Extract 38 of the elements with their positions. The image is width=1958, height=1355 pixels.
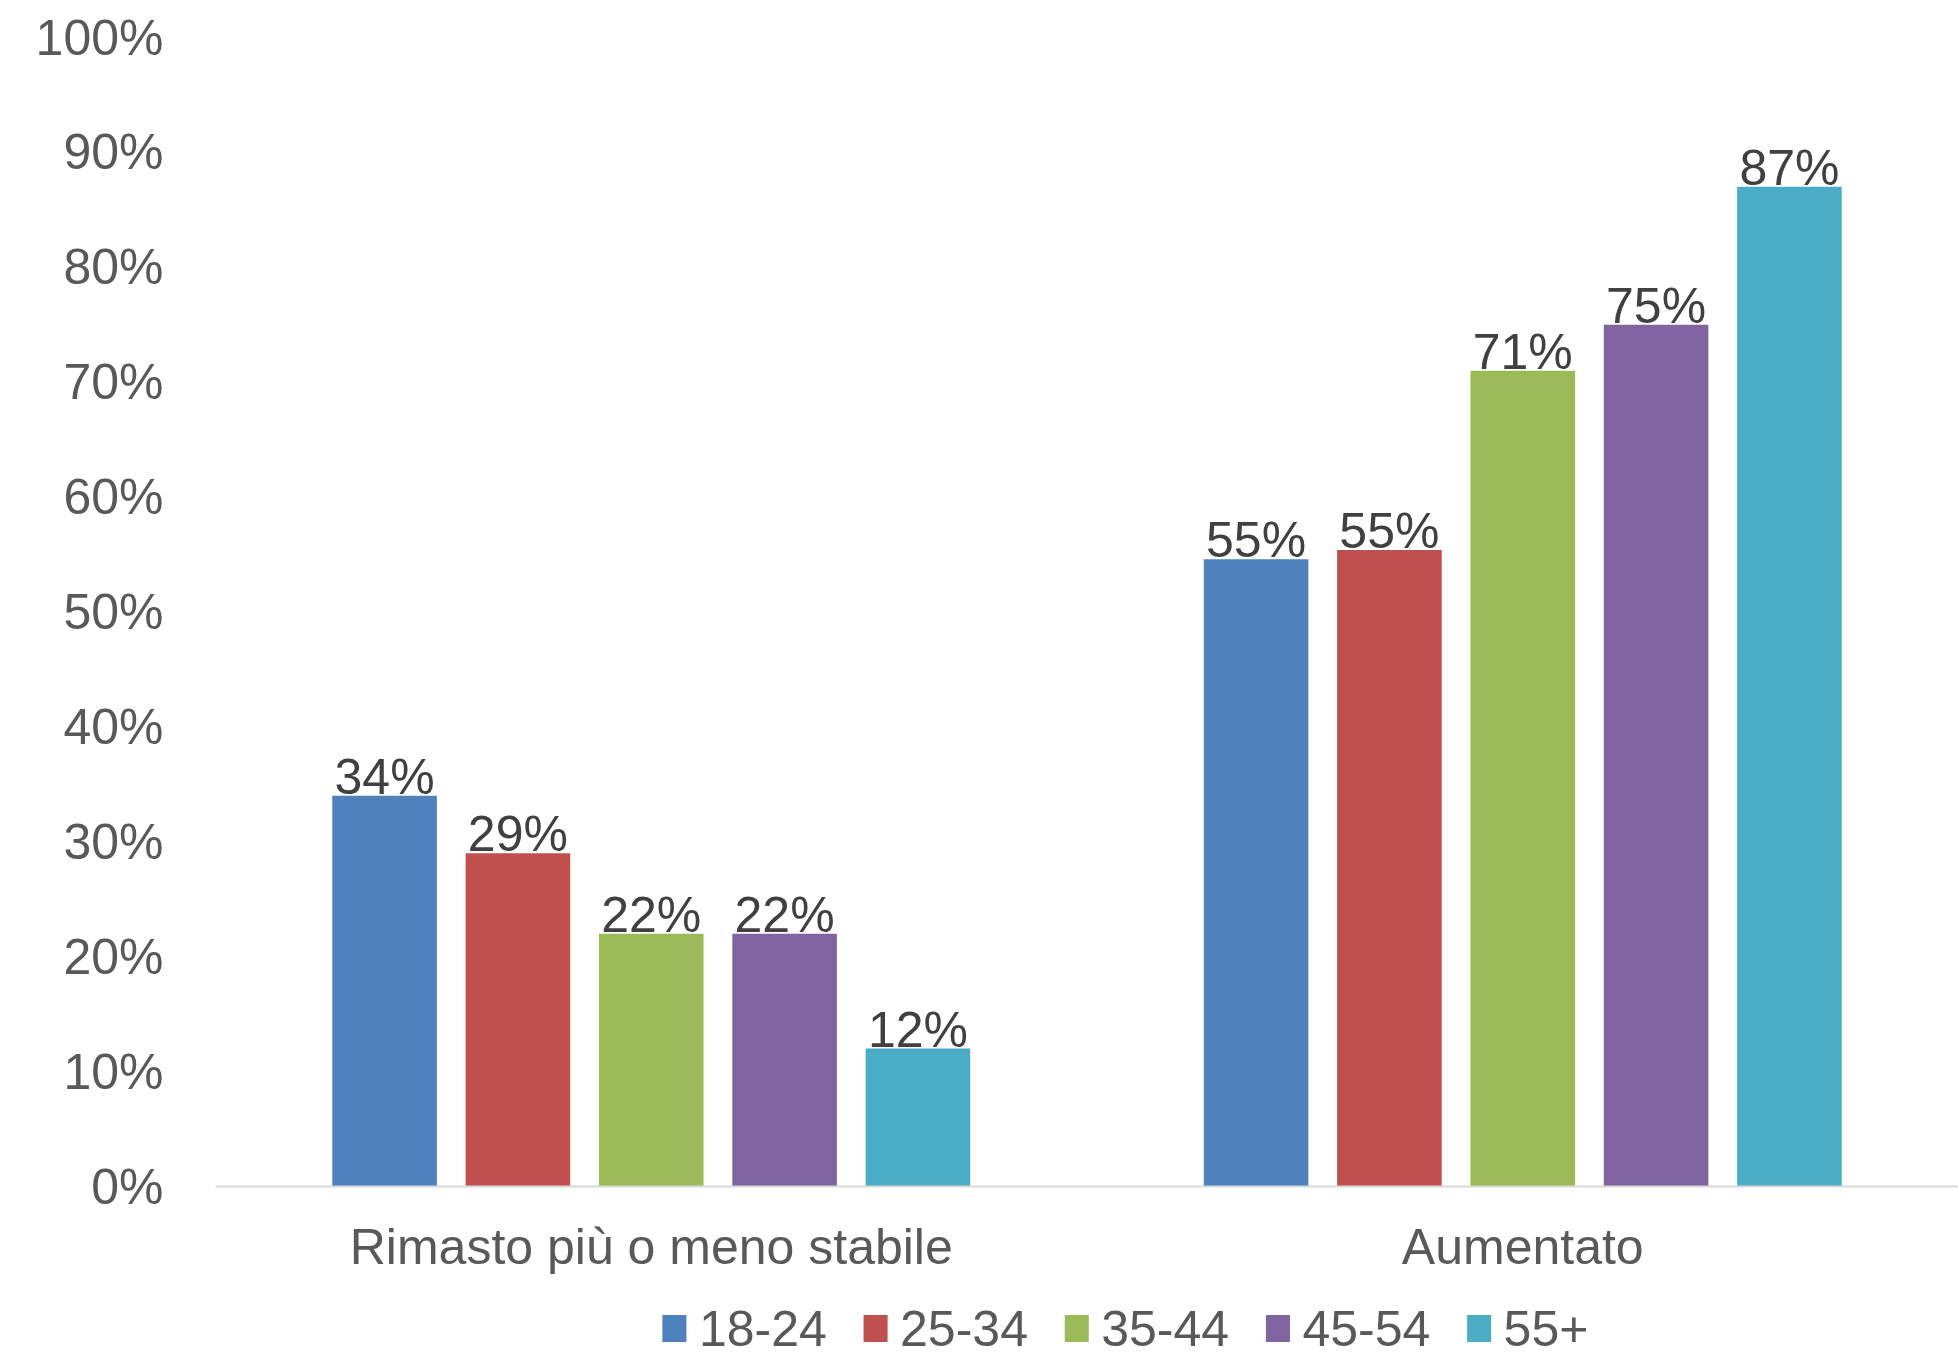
data-label: 12% bbox=[867, 1001, 968, 1058]
bar bbox=[1203, 559, 1309, 1187]
x-tick-label: Aumentato bbox=[1401, 1218, 1644, 1275]
y-tick-label: 20% bbox=[63, 928, 164, 985]
y-tick-label: 60% bbox=[63, 469, 164, 526]
y-tick-label: 50% bbox=[63, 584, 164, 640]
data-label: 29% bbox=[467, 806, 568, 863]
bar bbox=[1337, 549, 1442, 1187]
bar bbox=[332, 795, 437, 1187]
legend-label: 45-54 bbox=[1302, 1301, 1431, 1355]
bar bbox=[865, 1048, 971, 1187]
y-tick-label: 100% bbox=[35, 9, 164, 66]
data-label: 87% bbox=[1739, 139, 1840, 196]
legend-label: 35-44 bbox=[1101, 1301, 1230, 1355]
bar bbox=[1470, 370, 1576, 1187]
legend-label: 18-24 bbox=[698, 1301, 827, 1355]
y-tick-label: 10% bbox=[63, 1043, 164, 1100]
bar bbox=[1603, 324, 1709, 1187]
data-label: 22% bbox=[601, 886, 702, 943]
data-label: 34% bbox=[334, 748, 435, 805]
data-label: 75% bbox=[1606, 277, 1707, 334]
y-tick-label: 70% bbox=[63, 354, 164, 411]
data-label: 22% bbox=[734, 886, 835, 943]
bar bbox=[732, 933, 837, 1187]
y-tick-label: 90% bbox=[63, 124, 164, 181]
data-label: 55% bbox=[1206, 512, 1307, 569]
y-tick-label: 40% bbox=[63, 698, 164, 755]
data-label: 71% bbox=[1472, 323, 1573, 380]
legend-label: 25-34 bbox=[900, 1301, 1028, 1355]
x-tick-label: Rimasto più o meno stabile bbox=[349, 1218, 953, 1275]
bar bbox=[465, 853, 571, 1187]
bar bbox=[1737, 186, 1842, 1187]
y-tick-label: 80% bbox=[63, 239, 164, 296]
legend-label: 55+ bbox=[1503, 1301, 1589, 1355]
y-tick-label: 0% bbox=[91, 1158, 164, 1215]
bar bbox=[598, 933, 704, 1187]
y-tick-label: 30% bbox=[63, 813, 164, 870]
data-label: 55% bbox=[1339, 502, 1440, 559]
